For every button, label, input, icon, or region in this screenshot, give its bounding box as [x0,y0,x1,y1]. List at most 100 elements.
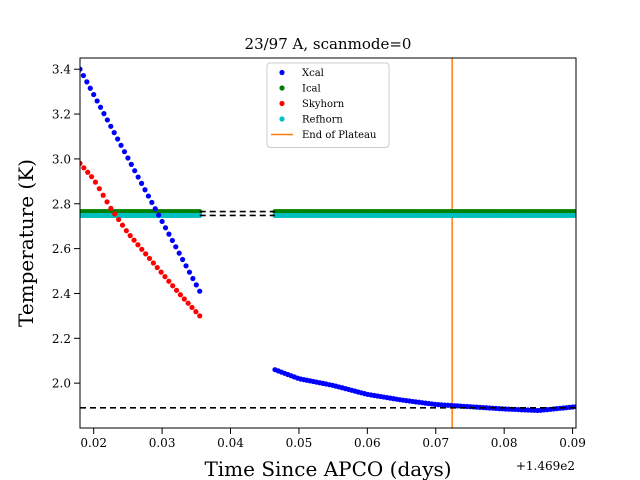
legend-item-ical: Ical [279,84,321,95]
data-point-xcal [190,275,196,282]
y-tick-label: 3.0 [52,152,71,166]
data-point-xcal [111,130,117,136]
data-point-xcal [125,155,131,161]
y-tick-label: 2.0 [52,377,71,391]
series-refhorn [80,212,576,219]
data-point-skyhorn [189,304,195,311]
x-tick-label: 0.06 [354,436,381,450]
data-point-xcal [162,225,169,231]
x-tick-label: 0.04 [217,436,244,450]
y-tick-label: 2.4 [52,287,71,301]
legend-label: Skyhorn [302,99,345,110]
data-point-skyhorn [127,233,133,239]
data-point-skyhorn [150,260,156,266]
data-point-xcal [186,269,193,275]
data-point-xcal [152,206,158,212]
data-point-skyhorn [80,160,83,166]
data-point-skyhorn [193,309,199,315]
x-tick-label: 0.07 [422,436,449,450]
series-ical [80,209,576,215]
data-point-skyhorn [170,283,176,289]
x-tick-label: 0.03 [149,436,176,450]
data-point-xcal [169,237,175,244]
data-point-skyhorn [85,169,91,175]
data-point-skyhorn [166,278,172,284]
data-point-refhorn [197,212,203,219]
plot-area [80,58,576,428]
data-point-skyhorn [197,313,203,319]
data-point-skyhorn [173,287,180,293]
data-point-xcal [138,180,145,186]
data-point-skyhorn [158,269,164,275]
legend-label: Ical [302,84,321,95]
data-point-skyhorn [131,237,137,243]
x-axis-offset-label: +1.469e2 [516,459,575,473]
data-point-xcal [91,91,97,98]
data-point-xcal [176,250,182,256]
legend-marker [279,100,285,107]
data-point-xcal [173,244,179,250]
y-axis-ticks: 2.0 2.2 2.4 2.6 2.8 3.0 3.2 3.4 [52,63,80,391]
data-point-xcal [97,104,104,110]
plot-frame [79,57,577,429]
data-point-xcal [197,288,203,294]
data-point-xcal [80,66,83,72]
data-point-xcal [166,231,172,237]
data-point-xcal [94,98,100,104]
legend-label: End of Plateau [302,130,377,141]
data-point-xcal [183,263,189,269]
legend-item-end-of-plateau: End of Plateau [271,130,377,141]
data-point-xcal [80,72,87,79]
data-point-ical [197,209,203,215]
data-point-xcal [149,199,155,206]
data-point-skyhorn [162,274,168,280]
data-point-xcal [156,212,162,218]
data-point-skyhorn [139,246,145,252]
x-tick-label: 0.05 [286,436,313,450]
data-point-xcal [121,149,128,155]
data-point-xcal [115,136,121,142]
data-point-skyhorn [185,300,191,306]
data-point-xcal [118,142,124,148]
data-point-skyhorn [123,228,129,234]
y-tick-label: 2.6 [52,242,71,256]
chart-title: 23/97 A, scanmode=0 [245,35,412,53]
data-point-xcal [142,187,148,193]
legend-marker [279,85,285,91]
x-axis-ticks: 0.02 0.03 0.04 0.05 0.06 0.07 0.08 0.09 [80,428,586,450]
x-axis-label: Time Since APCO (days) [204,457,451,480]
y-axis-label: Temperature (K) [14,159,38,327]
legend: Xcal Ical Skyhorn Refhorn End of Plateau [266,62,390,148]
data-point-xcal [104,117,110,123]
legend-item-refhorn: Refhorn [279,115,343,126]
x-tick-label: 0.02 [80,436,107,450]
data-point-xcal [145,193,152,199]
series-skyhorn [80,160,203,319]
data-point-xcal [101,111,107,117]
data-point-xcal [135,174,141,180]
data-point-xcal [87,85,93,91]
data-point-xcal [84,79,90,85]
data-point-skyhorn [100,192,106,198]
data-point-xcal [180,256,186,263]
data-point-skyhorn [88,174,95,180]
x-tick-label: 0.09 [559,436,586,450]
legend-item-skyhorn: Skyhorn [279,99,345,110]
data-point-skyhorn [135,242,141,248]
y-tick-label: 2.8 [52,197,71,211]
data-point-skyhorn [112,211,118,217]
data-point-xcal [108,123,114,129]
data-point-skyhorn [108,205,114,212]
data-point-xcal [132,168,138,174]
data-point-refhorn [573,212,576,219]
data-point-skyhorn [177,292,184,298]
data-point-skyhorn [96,186,102,192]
y-tick-label: 3.4 [52,63,71,77]
y-tick-label: 3.2 [52,108,71,122]
legend-marker [279,116,285,122]
data-point-skyhorn [119,222,126,228]
series-xcal [80,66,576,414]
data-point-xcal [159,218,165,225]
data-point-skyhorn [81,165,87,171]
